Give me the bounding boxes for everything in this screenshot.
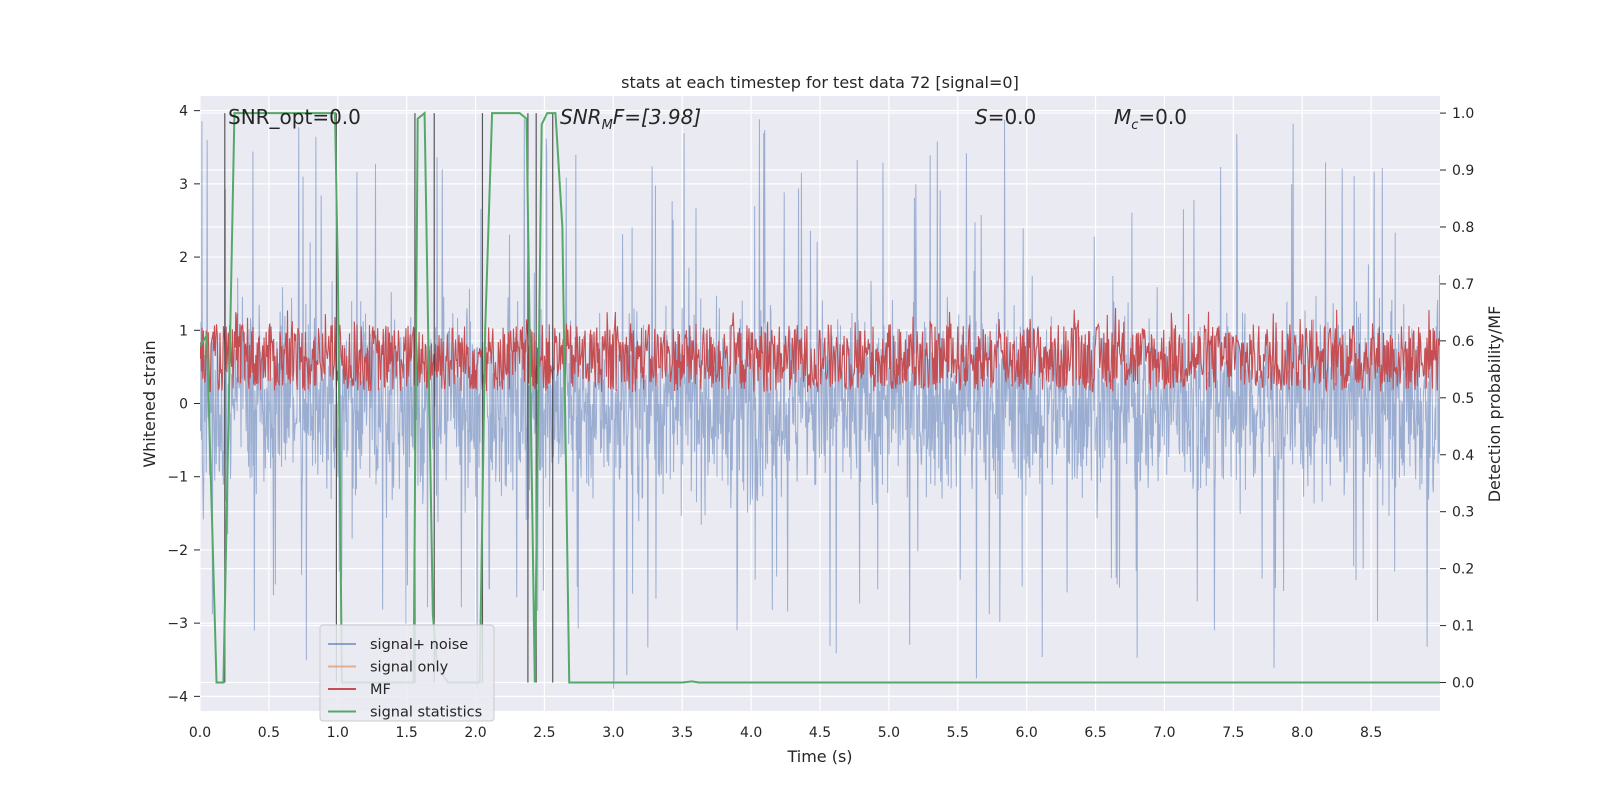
- legend: signal+ noise signal only MF signal statist…: [319, 624, 495, 722]
- x-tick-label: 6.5: [1084, 725, 1106, 741]
- x-tick-label: 3.0: [602, 725, 624, 741]
- y-left-tick-label: −3: [167, 616, 188, 632]
- y-left-tick-label: −2: [167, 543, 188, 559]
- legend-label: signal only: [370, 660, 449, 676]
- y-left-tick-label: 2: [179, 250, 188, 266]
- x-tick-label: 2.5: [533, 725, 555, 741]
- y-left-tick-label: 3: [179, 177, 188, 193]
- y-right-tick-label: 0.1: [1452, 619, 1474, 635]
- x-tick-label: 4.5: [809, 725, 831, 741]
- annotation-s: S=0.0: [975, 105, 1036, 129]
- y-left-tick-label: 0: [179, 397, 188, 413]
- legend-label: MF: [370, 682, 391, 698]
- x-tick-label: 7.5: [1222, 725, 1244, 741]
- x-tick-label: 0.0: [189, 725, 211, 741]
- x-tick-label: 3.5: [671, 725, 693, 741]
- series-mf-line: [200, 307, 1440, 393]
- y-left-tick-label: 4: [179, 104, 188, 120]
- annotation-snr-mf: SNRMF=[3.98]: [560, 105, 701, 133]
- y-right-tick-label: 0.8: [1452, 220, 1474, 236]
- y-left-tick-label: 1: [179, 323, 188, 339]
- y-left-tick-label: −4: [167, 689, 188, 705]
- x-axis-label: Time (s): [786, 747, 852, 766]
- tick-layer: 0.0 0.5 1.0 1.5 2.0 2.5 3.0 3.5 4.0 4.5 5.0 5.5 6.0 6…: [167, 104, 1474, 741]
- y-right-tick-label: 0.6: [1452, 334, 1474, 350]
- x-tick-label: 5.5: [947, 725, 969, 741]
- y-right-tick-label: 0.9: [1452, 163, 1474, 179]
- y-axis-label-right: Detection probability/MF: [1485, 306, 1504, 503]
- annotation-snr-opt: SNR_opt=0.0: [228, 105, 361, 129]
- legend-label: signal+ noise: [370, 637, 468, 653]
- annotation-mc: Mc=0.0: [1114, 105, 1187, 133]
- x-tick-label: 0.5: [258, 725, 280, 741]
- x-tick-label: 6.0: [1016, 725, 1038, 741]
- y-right-tick-label: 0.3: [1452, 505, 1474, 521]
- y-left-tick-label: −1: [167, 470, 188, 486]
- x-tick-label: 4.0: [740, 725, 762, 741]
- legend-label: signal statistics: [370, 705, 482, 721]
- y-right-tick-label: 0.4: [1452, 448, 1474, 464]
- x-tick-label: 8.5: [1360, 725, 1382, 741]
- x-tick-label: 1.5: [396, 725, 418, 741]
- x-tick-label: 5.0: [878, 725, 900, 741]
- x-tick-label: 1.0: [327, 725, 349, 741]
- y-right-tick-label: 0.0: [1452, 676, 1474, 692]
- y-axis-label-left: Whitened strain: [140, 340, 159, 467]
- y-right-tick-label: 0.7: [1452, 277, 1474, 293]
- y-right-tick-label: 0.2: [1452, 562, 1474, 578]
- x-tick-label: 7.0: [1153, 725, 1175, 741]
- x-tick-label: 2.0: [464, 725, 486, 741]
- chart-title: stats at each timestep for test data 72 …: [621, 73, 1019, 92]
- legend-box: [319, 624, 495, 722]
- y-right-tick-label: 1.0: [1452, 106, 1474, 122]
- x-tick-label: 8.0: [1291, 725, 1313, 741]
- y-right-tick-label: 0.5: [1452, 391, 1474, 407]
